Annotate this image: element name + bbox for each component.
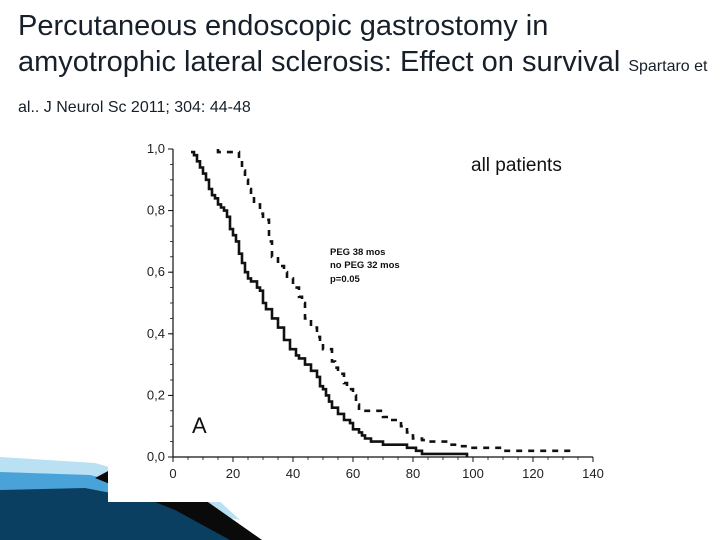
legend-line-pvalue: p=0.05 xyxy=(330,274,361,285)
x-tick-label: 20 xyxy=(226,466,240,481)
y-tick-label: 0,8 xyxy=(147,203,165,218)
y-tick-label: 0,0 xyxy=(147,449,165,464)
legend-line-peg: PEG 38 mos xyxy=(330,247,385,258)
x-tick-label: 140 xyxy=(582,466,604,481)
y-tick-label: 1,0 xyxy=(147,141,165,156)
panel-label: A xyxy=(192,413,207,438)
chart-title: all patients xyxy=(471,155,562,176)
legend-line-no-peg: no PEG 32 mos xyxy=(330,260,400,271)
x-tick-label: 80 xyxy=(406,466,420,481)
survival-chart: 1,0 0,8 0,6 0,4 0,2 0,0 0 20 40 60 80 100 120 140 all… xyxy=(147,141,604,481)
x-tick-label: 40 xyxy=(286,466,300,481)
title-main: Percutaneous endoscopic gastrostomy in a… xyxy=(18,10,621,78)
slide-title: Percutaneous endoscopic gastrostomy in a… xyxy=(18,8,708,126)
series-line-no-peg xyxy=(191,150,469,457)
chart-card: 1,0 0,8 0,6 0,4 0,2 0,0 0 20 40 60 80 100 120 140 all… xyxy=(108,137,608,502)
y-tick-label: 0,6 xyxy=(147,264,165,279)
swoosh-dark xyxy=(0,488,255,540)
legend-annotation: PEG 38 mos no PEG 32 mos p=0.05 xyxy=(330,247,400,285)
x-tick-label: 60 xyxy=(346,466,360,481)
y-tick-label: 0,4 xyxy=(147,326,165,341)
x-tick-label: 120 xyxy=(522,466,544,481)
title-citation: Spartaro et al.. J Neurol Sc 2011; 304: … xyxy=(18,58,708,116)
series-line-peg xyxy=(216,149,571,457)
x-tick-label: 0 xyxy=(169,466,176,481)
y-tick-label: 0,2 xyxy=(147,387,165,402)
x-tick-label: 100 xyxy=(462,466,484,481)
